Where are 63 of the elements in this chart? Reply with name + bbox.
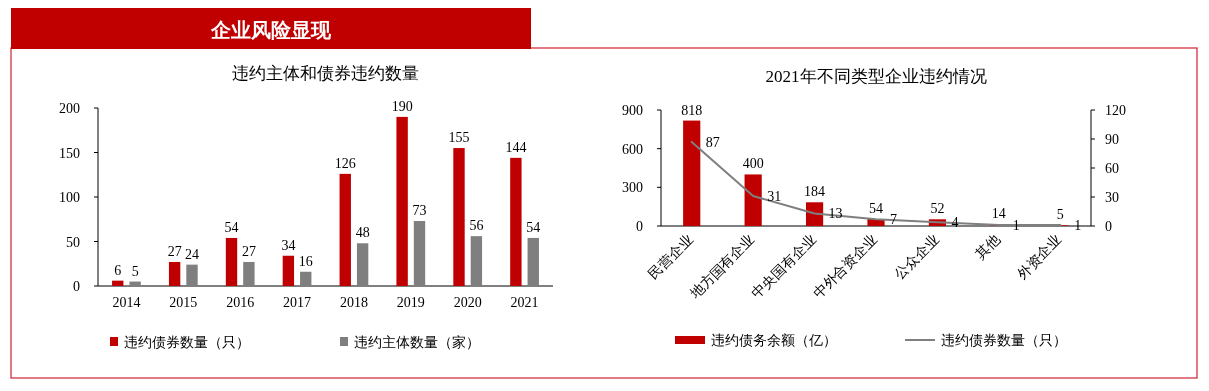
legend-label: 违约主体数量（家） xyxy=(354,335,480,350)
data-label: 27 xyxy=(241,243,256,259)
data-label: 184 xyxy=(804,184,826,200)
chart-title: 违约主体和债券违约数量 xyxy=(232,64,419,83)
data-label: 144 xyxy=(505,139,527,155)
x-tick-label: 2021 xyxy=(510,295,539,310)
x-tick-label: 2018 xyxy=(339,295,368,310)
data-label: 16 xyxy=(298,253,313,269)
x-tick-label: 民营企业 xyxy=(645,231,696,282)
y2-tick-label: 30 xyxy=(1105,190,1119,205)
y-tick-label: 900 xyxy=(622,103,643,118)
y-tick-label: 600 xyxy=(622,141,643,157)
y2-tick-label: 90 xyxy=(1105,132,1119,147)
data-label: 73 xyxy=(412,203,427,219)
data-label: 818 xyxy=(681,102,703,118)
x-tick-label: 2016 xyxy=(226,295,255,310)
data-label: 155 xyxy=(448,130,470,146)
y-tick-label: 0 xyxy=(636,219,643,234)
data-label: 1 xyxy=(1074,218,1082,234)
x-tick-label: 2015 xyxy=(169,295,198,310)
data-label: 54 xyxy=(869,201,883,217)
data-label: 87 xyxy=(705,134,720,150)
data-label: 54 xyxy=(526,219,541,235)
x-tick-label: 2019 xyxy=(396,295,425,310)
data-label: 400 xyxy=(742,156,764,172)
legend-label: 违约债务余额（亿） xyxy=(711,333,837,348)
y2-tick-label: 60 xyxy=(1105,161,1119,176)
text: 企业风险显现 xyxy=(210,19,332,41)
data-label: 5 xyxy=(1056,207,1064,223)
data-label: 1 xyxy=(1012,218,1020,234)
data-label: 24 xyxy=(185,246,199,262)
x-tick-label: 2017 xyxy=(283,295,312,310)
legend-label: 违约债券数量（只） xyxy=(124,335,250,350)
legend-label: 违约债券数量（只） xyxy=(941,333,1067,348)
data-label: 14 xyxy=(991,206,1006,222)
y-tick-label: 200 xyxy=(59,101,80,116)
data-label: 126 xyxy=(334,155,356,171)
data-label: 52 xyxy=(930,201,945,217)
y2-tick-label: 0 xyxy=(1105,219,1112,234)
data-label: 6 xyxy=(114,262,122,278)
data-label: 54 xyxy=(224,219,239,235)
data-label: 190 xyxy=(391,98,413,114)
chart-title: 2021年不同类型企业违约情况 xyxy=(765,67,987,86)
x-tick-label: 2014 xyxy=(112,295,141,310)
y-tick-label: 50 xyxy=(66,234,80,250)
y-tick-label: 100 xyxy=(59,190,80,205)
data-label: 5 xyxy=(131,263,139,279)
y-tick-label: 150 xyxy=(59,145,80,161)
data-label: 7 xyxy=(890,212,897,228)
y2-tick-label: 120 xyxy=(1105,103,1126,118)
x-tick-label: 公众企业 xyxy=(891,231,942,282)
data-label: 34 xyxy=(281,237,296,253)
data-label: 31 xyxy=(767,189,782,205)
data-label: 27 xyxy=(167,243,182,259)
x-tick-label: 2020 xyxy=(453,295,482,310)
data-label: 4 xyxy=(951,215,959,231)
data-label: 48 xyxy=(355,225,370,241)
x-tick-label: 其他 xyxy=(972,231,1003,262)
data-label: 13 xyxy=(828,206,843,222)
y-tick-label: 300 xyxy=(622,180,643,196)
data-label: 56 xyxy=(469,218,484,234)
y-tick-label: 0 xyxy=(73,279,80,294)
x-tick-label: 外资企业 xyxy=(1014,231,1065,282)
